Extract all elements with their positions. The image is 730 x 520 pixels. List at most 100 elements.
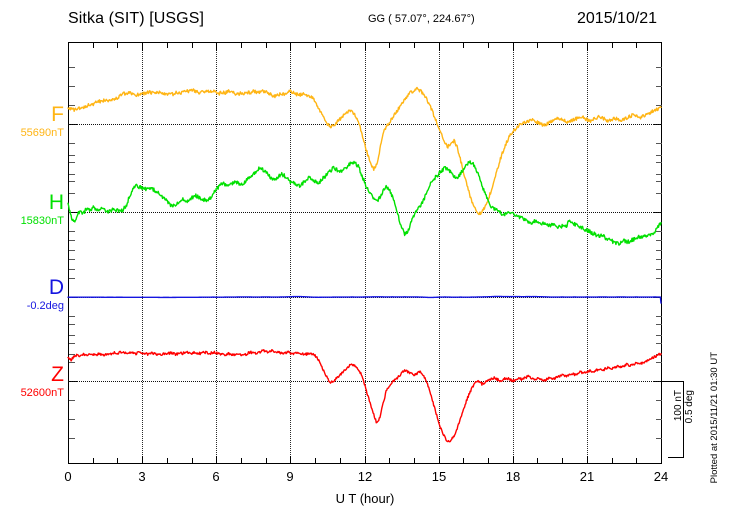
x-tick-top: [636, 43, 637, 48]
x-tick-bottom: [513, 456, 514, 463]
geographic-coordinates: GG ( 57.07°, 224.67°): [368, 13, 475, 25]
y-tick-right: [656, 86, 662, 87]
observation-date: 2015/10/21: [577, 10, 658, 27]
x-tick-top: [414, 43, 415, 48]
component-baseline-value: 52600nT: [20, 387, 64, 399]
x-tick-label: 9: [286, 469, 294, 484]
x-tick-label: 12: [357, 469, 373, 484]
x-tick-top: [587, 43, 588, 51]
gridline-vertical: [513, 43, 514, 463]
y-tick-right: [656, 400, 662, 401]
x-tick-top: [612, 43, 613, 48]
y-tick-left: [69, 181, 75, 182]
x-tick-label: 0: [64, 469, 72, 484]
x-tick-bottom: [463, 458, 464, 463]
y-tick-right: [656, 335, 662, 336]
y-tick-left: [69, 67, 75, 68]
y-tick-left: [69, 162, 75, 163]
y-tick-right: [656, 438, 662, 439]
plotted-timestamp: Plotted at 2015/11/21 01:30 UT: [709, 352, 720, 484]
x-tick-top: [192, 43, 193, 48]
y-tick-right: [656, 362, 662, 363]
y-tick-left: [69, 316, 75, 317]
y-tick-left: [69, 105, 75, 106]
y-tick-left: [69, 250, 75, 251]
y-tick-left: [69, 259, 75, 260]
y-tick-right: [656, 181, 662, 182]
component-symbol: F: [51, 103, 64, 126]
x-tick-top: [439, 43, 440, 51]
x-tick-label: 18: [505, 469, 521, 484]
y-tick-right: [656, 67, 662, 68]
x-tick-bottom: [241, 458, 242, 463]
y-tick-right: [656, 143, 662, 144]
gridline-vertical: [365, 43, 366, 463]
baseline-h: [68, 212, 662, 213]
gridline-vertical: [142, 43, 143, 463]
y-tick-right: [656, 324, 662, 325]
y-tick-right: [656, 316, 662, 317]
x-tick-bottom: [68, 456, 69, 463]
x-tick-bottom: [488, 458, 489, 463]
scale-label-nt: 100 nT: [673, 390, 684, 422]
y-tick-right: [656, 278, 662, 279]
x-tick-top: [562, 43, 563, 48]
x-tick-top: [68, 43, 69, 51]
x-tick-bottom: [340, 458, 341, 463]
station-title: Sitka (SIT) [USGS]: [68, 10, 205, 27]
axis-left: [68, 42, 69, 464]
y-tick-left: [69, 400, 75, 401]
x-tick-bottom: [266, 458, 267, 463]
y-tick-left: [69, 362, 75, 363]
component-label-z: Z 52600nT: [21, 364, 64, 400]
y-tick-left: [69, 155, 75, 156]
y-tick-right: [656, 343, 662, 344]
x-tick-top: [142, 43, 143, 51]
x-tick-top: [340, 43, 341, 48]
component-label-h: H 15830nT: [21, 192, 64, 228]
gridline-vertical: [439, 43, 440, 463]
y-tick-right: [656, 231, 662, 232]
gridline-vertical: [216, 43, 217, 463]
trace-path-h: [67, 160, 662, 246]
axis-right: [661, 42, 662, 464]
component-baseline-value: 55690nT: [20, 127, 64, 139]
x-tick-top: [241, 43, 242, 48]
x-tick-top: [216, 43, 217, 51]
x-tick-bottom: [290, 456, 291, 463]
y-tick-left: [69, 324, 75, 325]
x-tick-bottom: [142, 456, 143, 463]
component-symbol: Z: [51, 363, 64, 386]
y-tick-left: [69, 231, 75, 232]
trace-path-f: [67, 86, 662, 216]
trace-path-d: [67, 295, 662, 304]
x-tick-label: 24: [653, 469, 669, 484]
x-tick-bottom: [587, 456, 588, 463]
x-tick-label: 3: [138, 469, 146, 484]
axis-top: [68, 42, 662, 43]
y-tick-right: [656, 250, 662, 251]
x-tick-bottom: [636, 458, 637, 463]
x-tick-bottom: [414, 458, 415, 463]
y-tick-left: [69, 354, 75, 355]
scale-bar-bottom-cap: [668, 457, 684, 458]
component-symbol: H: [48, 191, 64, 214]
y-tick-right: [656, 240, 662, 241]
scale-bar-top-cap: [661, 381, 684, 382]
x-tick-top: [266, 43, 267, 48]
y-tick-right: [656, 269, 662, 270]
x-axis-title: U T (hour): [335, 491, 395, 506]
x-tick-label: 6: [212, 469, 220, 484]
trace-h: [67, 160, 662, 246]
x-tick-top: [513, 43, 514, 51]
trace-z: [67, 349, 662, 443]
x-tick-top: [117, 43, 118, 48]
x-tick-top: [93, 43, 94, 48]
x-tick-bottom: [216, 456, 217, 463]
x-tick-bottom: [537, 458, 538, 463]
y-tick-left: [69, 174, 75, 175]
component-baseline-value: -0.2deg: [26, 300, 64, 312]
x-tick-label: 15: [431, 469, 447, 484]
y-tick-left: [69, 86, 75, 87]
x-tick-bottom: [192, 458, 193, 463]
